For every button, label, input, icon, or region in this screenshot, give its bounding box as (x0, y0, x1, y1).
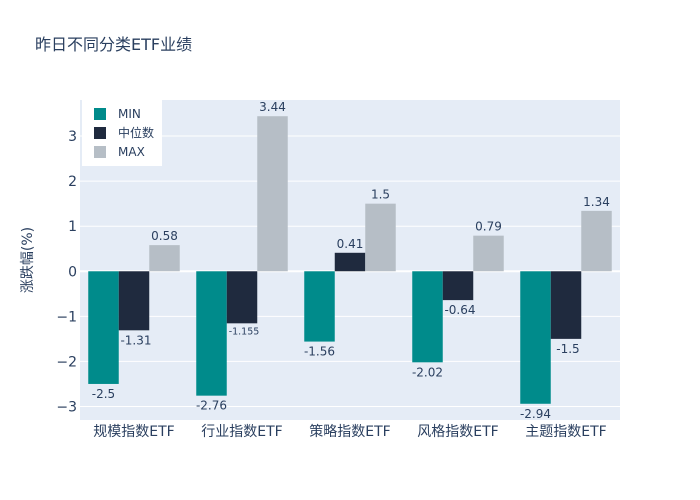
data-label: 0.58 (151, 229, 178, 243)
bar (442, 271, 474, 301)
bar (365, 203, 396, 272)
bar (196, 271, 227, 396)
bar (473, 235, 504, 272)
bar (581, 210, 612, 272)
bar (334, 252, 366, 272)
legend-label: 中位数 (118, 125, 154, 140)
bar (226, 271, 258, 324)
data-labels: -2.5 -1.31 0.58 -2.76 -1.155 3.44 -1.56 0.41 1.5… (92, 100, 610, 421)
y-axis-title: 涨跌幅(%) (20, 227, 36, 293)
chart-title: 昨日不同分类ETF业绩 (35, 35, 192, 54)
y-tick-label: −3 (56, 399, 77, 415)
bar (550, 271, 582, 339)
y-tick-label: 3 (68, 129, 77, 145)
data-label: -0.64 (444, 303, 475, 317)
legend-swatch (94, 108, 106, 120)
bar (257, 116, 288, 272)
data-label: -1.155 (229, 326, 260, 337)
data-label: -1.56 (304, 345, 335, 359)
x-axis-ticks: 规模指数ETF 行业指数ETF 策略指数ETF 风格指数ETF 主题指数ETF (93, 423, 606, 440)
bar (304, 271, 335, 342)
data-label: -1.5 (556, 342, 579, 356)
x-tick-label: 风格指数ETF (417, 424, 498, 440)
bar (118, 271, 150, 331)
data-label: -2.94 (520, 407, 551, 421)
data-label: -2.5 (92, 387, 115, 401)
y-tick-label: 2 (68, 174, 77, 190)
data-label: 1.34 (583, 195, 610, 209)
y-tick-label: −2 (56, 354, 77, 370)
data-label: -2.76 (196, 399, 227, 413)
x-tick-label: 行业指数ETF (201, 424, 282, 440)
y-tick-label: 1 (68, 219, 77, 235)
data-label: 0.79 (475, 220, 502, 234)
x-tick-label: 规模指数ETF (93, 424, 174, 440)
x-tick-label: 主题指数ETF (525, 424, 606, 440)
data-label: 0.41 (337, 237, 364, 251)
legend-swatch (94, 127, 106, 139)
legend-label: MAX (118, 145, 145, 159)
bar (149, 245, 180, 272)
legend-label: MIN (118, 107, 141, 121)
bar (412, 271, 443, 363)
legend: MIN 中位数 MAX (82, 100, 162, 166)
bar (88, 271, 119, 384)
data-label: -2.02 (412, 365, 443, 379)
data-label: 3.44 (259, 100, 286, 114)
y-tick-label: 0 (68, 264, 77, 280)
bar (520, 271, 551, 404)
y-axis-ticks: −3 −2 −1 0 1 2 3 (56, 129, 77, 415)
data-label: -1.31 (120, 333, 151, 347)
legend-swatch (94, 146, 106, 158)
y-tick-label: −1 (56, 309, 77, 325)
x-tick-label: 策略指数ETF (309, 423, 390, 440)
data-label: 1.5 (371, 188, 390, 202)
bars (88, 116, 612, 404)
